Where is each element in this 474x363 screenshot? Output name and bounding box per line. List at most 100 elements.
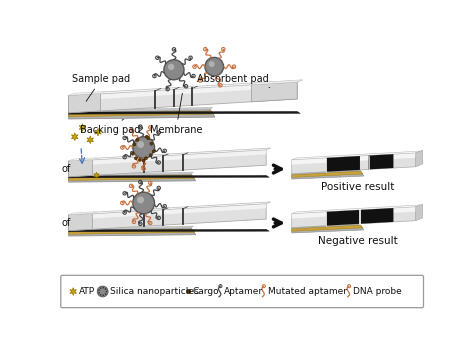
- Text: Aptamer: Aptamer: [224, 287, 264, 296]
- Circle shape: [148, 208, 150, 211]
- Polygon shape: [69, 107, 213, 113]
- Polygon shape: [69, 175, 195, 180]
- Circle shape: [178, 75, 180, 77]
- Circle shape: [150, 205, 152, 208]
- Polygon shape: [69, 158, 97, 161]
- Circle shape: [149, 154, 152, 157]
- Text: Sample pad: Sample pad: [73, 74, 130, 101]
- Text: Silica nanoparticles: Silica nanoparticles: [110, 287, 199, 296]
- Circle shape: [211, 73, 214, 75]
- Circle shape: [209, 71, 211, 73]
- Polygon shape: [292, 225, 363, 231]
- Polygon shape: [94, 172, 99, 178]
- Polygon shape: [69, 175, 269, 178]
- Text: Mutated aptamer: Mutated aptamer: [268, 287, 346, 296]
- Circle shape: [105, 288, 107, 290]
- Circle shape: [147, 137, 150, 140]
- Polygon shape: [69, 228, 196, 236]
- Circle shape: [150, 143, 152, 145]
- Circle shape: [211, 58, 214, 61]
- Circle shape: [186, 289, 191, 294]
- Circle shape: [209, 61, 215, 67]
- Circle shape: [150, 150, 152, 152]
- Circle shape: [180, 72, 182, 74]
- Circle shape: [135, 143, 137, 145]
- Circle shape: [145, 194, 146, 196]
- Circle shape: [97, 286, 108, 297]
- Polygon shape: [292, 153, 416, 165]
- Circle shape: [137, 195, 139, 197]
- Polygon shape: [79, 124, 86, 131]
- Polygon shape: [251, 80, 302, 85]
- Circle shape: [148, 195, 150, 197]
- Circle shape: [166, 72, 168, 74]
- Text: Negative result: Negative result: [318, 236, 398, 246]
- Circle shape: [100, 287, 101, 289]
- Text: Absorbent pad: Absorbent pad: [197, 74, 270, 87]
- Circle shape: [152, 150, 155, 153]
- Circle shape: [131, 152, 134, 155]
- Circle shape: [102, 294, 104, 296]
- Circle shape: [145, 138, 146, 140]
- Polygon shape: [69, 172, 193, 177]
- Circle shape: [168, 62, 170, 65]
- Circle shape: [165, 69, 167, 71]
- Polygon shape: [327, 156, 360, 172]
- Polygon shape: [292, 170, 364, 179]
- Polygon shape: [292, 207, 416, 228]
- Circle shape: [135, 205, 137, 208]
- Circle shape: [171, 76, 173, 78]
- Text: Membrane: Membrane: [150, 93, 202, 135]
- Circle shape: [218, 60, 220, 62]
- Circle shape: [151, 202, 153, 204]
- Circle shape: [135, 150, 137, 152]
- Circle shape: [137, 153, 139, 155]
- Circle shape: [174, 61, 177, 63]
- Circle shape: [150, 142, 153, 145]
- Polygon shape: [69, 204, 266, 231]
- Circle shape: [218, 71, 220, 73]
- Circle shape: [181, 69, 183, 71]
- Polygon shape: [369, 154, 393, 170]
- Circle shape: [145, 157, 147, 160]
- Polygon shape: [72, 133, 78, 140]
- Circle shape: [141, 138, 143, 140]
- Text: of: of: [62, 164, 71, 174]
- Polygon shape: [69, 82, 297, 101]
- Polygon shape: [69, 111, 300, 114]
- Circle shape: [134, 202, 136, 204]
- Circle shape: [136, 138, 139, 141]
- Polygon shape: [69, 229, 269, 232]
- Circle shape: [164, 60, 184, 80]
- Circle shape: [98, 292, 100, 294]
- Circle shape: [133, 143, 136, 146]
- Circle shape: [209, 60, 211, 62]
- Polygon shape: [292, 207, 416, 219]
- Circle shape: [142, 159, 145, 162]
- Polygon shape: [292, 224, 364, 233]
- Circle shape: [166, 65, 168, 68]
- Polygon shape: [416, 204, 423, 221]
- Polygon shape: [69, 202, 271, 215]
- Polygon shape: [292, 171, 363, 178]
- Circle shape: [98, 289, 100, 291]
- Polygon shape: [69, 212, 97, 215]
- Circle shape: [148, 140, 150, 142]
- Polygon shape: [69, 229, 195, 234]
- Polygon shape: [69, 150, 266, 177]
- Circle shape: [134, 146, 136, 148]
- Polygon shape: [87, 136, 93, 144]
- Polygon shape: [292, 153, 416, 174]
- Circle shape: [105, 293, 107, 295]
- Polygon shape: [69, 150, 266, 166]
- Polygon shape: [327, 208, 393, 226]
- Circle shape: [151, 146, 153, 148]
- Polygon shape: [69, 148, 271, 162]
- Polygon shape: [69, 159, 92, 177]
- Circle shape: [207, 69, 209, 71]
- Text: Backing pad: Backing pad: [80, 119, 140, 135]
- Circle shape: [206, 66, 208, 68]
- Circle shape: [171, 61, 173, 63]
- Polygon shape: [69, 226, 193, 231]
- Circle shape: [141, 155, 143, 157]
